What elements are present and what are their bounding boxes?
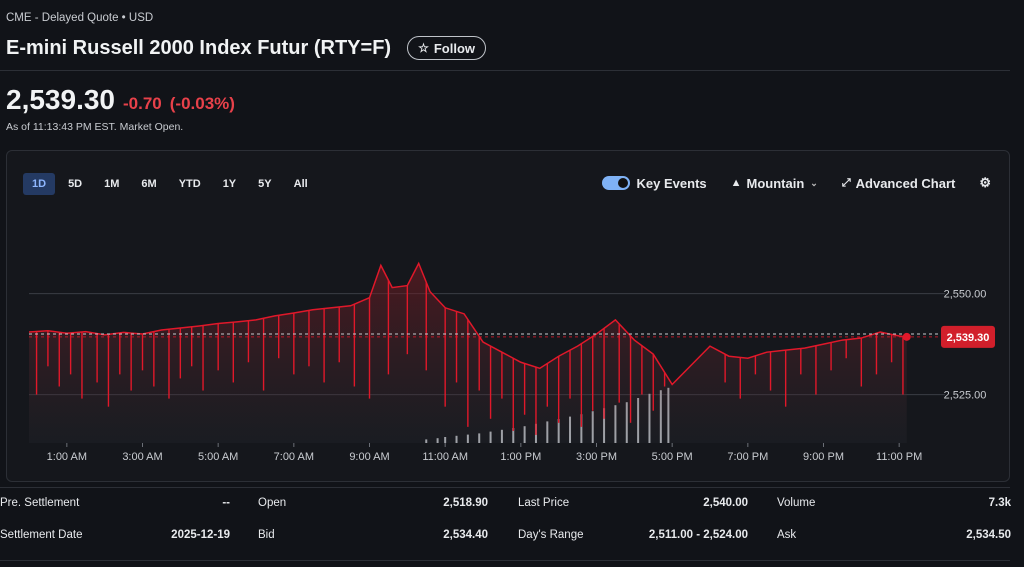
chart-type-dropdown[interactable]: ▲ Mountain ⌄ [731, 176, 818, 191]
range-ytd[interactable]: YTD [178, 178, 201, 190]
range-1d[interactable]: 1D [23, 173, 56, 195]
stat-value: 2025-12-19 [171, 529, 230, 541]
y-tick-label: 2,550.00 [944, 289, 987, 301]
range-5y[interactable]: 5Y [258, 178, 272, 190]
chart-card: 1D 5D 1M 6M YTD 1Y 5Y All Key Events ▲ Mountain… [6, 150, 1010, 482]
stat-label: Settlement Date [0, 529, 83, 541]
x-tick-label: 1:00 PM [500, 451, 541, 463]
range-1y[interactable]: 1Y [222, 178, 237, 190]
x-tick-label: 11:00 PM [876, 451, 922, 463]
chevron-down-icon: ⌄ [810, 177, 818, 188]
quote-row: 2,539.30 -0.70 (-0.03%) [6, 84, 235, 116]
x-tick-label: 9:00 PM [803, 451, 844, 463]
title-row: E-mini Russell 2000 Index Futur (RTY=F) … [6, 36, 487, 60]
stat-item: Day's Range 2,511.00 - 2,524.00 [518, 529, 748, 541]
stat-label: Day's Range [518, 529, 584, 541]
stats-table: Pre. Settlement -- Open 2,518.90 Last Price 2… [0, 488, 1024, 567]
range-6m[interactable]: 6M [141, 178, 157, 190]
stat-item: Volume 7.3k [777, 497, 1011, 509]
range-all[interactable]: All [293, 178, 308, 190]
stat-label: Ask [777, 529, 797, 541]
toggle-switch[interactable] [601, 176, 630, 190]
advanced-chart-label: Advanced Chart [855, 175, 956, 191]
key-events-label: Key Events [636, 175, 707, 191]
price-chart[interactable]: 2,550.00 2,525.00 2,539.30 1:00 AM 3:00 AM 5:… [7, 151, 1011, 483]
current-price: 2,539.30 [6, 84, 115, 115]
x-tick-label: 9:00 AM [349, 451, 389, 463]
stat-item: Bid 2,534.40 [258, 529, 488, 541]
stat-item: Pre. Settlement -- [0, 497, 230, 509]
exchange-info: CME - Delayed Quote • USD [6, 12, 154, 24]
stat-label: Last Price [518, 497, 570, 509]
divider [0, 70, 1010, 71]
page-title: E-mini Russell 2000 Index Futur (RTY=F) [6, 36, 392, 59]
x-tick-label: 7:00 PM [727, 451, 768, 463]
stat-label: Pre. Settlement [0, 497, 80, 509]
range-5d[interactable]: 5D [68, 178, 83, 190]
stat-item: Open 2,518.90 [258, 497, 488, 509]
divider [0, 560, 1010, 561]
current-price-badge [941, 325, 995, 348]
range-selector: 1D 5D 1M 6M YTD 1Y 5Y All [23, 173, 321, 195]
settings-button[interactable]: ⚙ [979, 175, 991, 191]
x-tick-label: 7:00 AM [274, 451, 314, 463]
gear-icon: ⚙ [979, 175, 991, 190]
follow-label: Follow [433, 40, 476, 56]
x-tick-label: 3:00 AM [122, 451, 162, 463]
x-tick-label: 5:00 AM [198, 451, 238, 463]
stat-value: 2,511.00 - 2,524.00 [648, 529, 748, 541]
stat-item: Last Price 2,540.00 [518, 497, 748, 509]
star-icon: ☆ [418, 41, 429, 55]
advanced-chart-button[interactable]: ⤢ Advanced Chart [842, 176, 956, 191]
x-tick-label: 3:00 PM [576, 451, 617, 463]
price-line [28, 261, 907, 386]
stat-value: 2,534.50 [966, 529, 1011, 541]
divider [0, 487, 1010, 488]
stat-value: 2,540.00 [703, 497, 748, 509]
stat-value: 2,534.40 [443, 529, 488, 541]
stat-value: -- [222, 497, 230, 509]
price-change: -0.70 [123, 94, 162, 113]
stat-item: Ask 2,534.50 [777, 529, 1011, 541]
stat-item: Settlement Date 2025-12-19 [0, 529, 230, 541]
stat-label: Volume [777, 497, 816, 509]
x-tick-label: 1:00 AM [47, 451, 87, 463]
quote-timestamp: As of 11:13:43 PM EST. Market Open. [6, 121, 184, 133]
chart-toolbar: Key Events ▲ Mountain ⌄ ⤢ Advanced Chart… [601, 175, 991, 191]
stat-label: Open [258, 497, 287, 509]
range-1m[interactable]: 1M [104, 178, 120, 190]
x-tick-label: 5:00 PM [652, 451, 693, 463]
price-change-percent: (-0.03%) [169, 94, 235, 113]
stat-value: 7.3k [988, 497, 1011, 509]
follow-button[interactable]: ☆ Follow [407, 36, 487, 60]
current-price-badge-label: 2,539.30 [947, 332, 990, 344]
key-events-toggle[interactable]: Key Events [601, 175, 707, 191]
chart-type-label: Mountain [746, 175, 805, 191]
mountain-icon: ▲ [730, 177, 742, 189]
x-tick-label: 11:00 AM [422, 451, 468, 463]
current-price-dot [902, 332, 911, 341]
stat-label: Bid [258, 529, 275, 541]
expand-icon: ⤢ [841, 176, 851, 189]
stat-value: 2,518.90 [443, 497, 488, 509]
y-tick-label: 2,525.00 [944, 390, 987, 402]
